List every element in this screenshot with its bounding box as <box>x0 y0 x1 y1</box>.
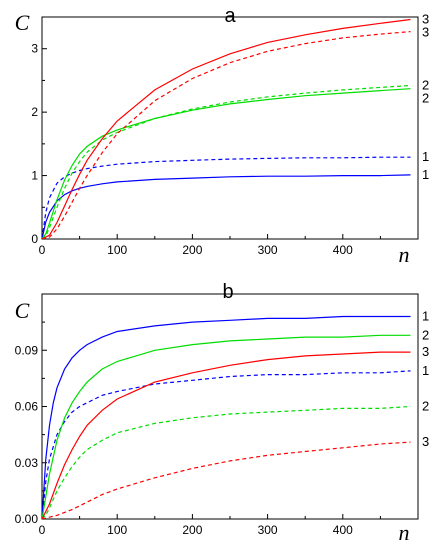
panel-a-x-tick-label: 100 <box>107 243 127 257</box>
panel-a-y-tick-label: 3 <box>31 42 38 56</box>
panel-a-curve-label-1-solid: 1 <box>422 167 429 182</box>
panel-b-curve-label-2-dashed: 2 <box>422 399 429 414</box>
panel-b-curve-label-1-dashed: 1 <box>422 363 429 378</box>
panel-b-x-tick-label: 100 <box>107 523 127 537</box>
panel-a-series-3-solid <box>42 18 411 239</box>
panel-b-curve-label-1-solid: 1 <box>422 309 429 324</box>
panel-b-panel-label: b <box>222 281 233 303</box>
panel-a-y-tick-label: 0 <box>31 232 38 246</box>
panel-a-series-1-dashed <box>42 156 411 239</box>
panel-b-chart: 0 100 200 300 400 0.00 0.03 0.06 0.09 b Cn 1 2 3 1 2 3 <box>15 281 430 545</box>
panel-a-plot-frame <box>41 16 419 240</box>
panel-b-x-tick-label: 0 <box>39 523 46 537</box>
panel-b-y-axis-label: C <box>15 298 30 323</box>
panel-a-curve-label-2-dashed: 2 <box>422 78 429 93</box>
panel-a-x-tick-label: 200 <box>182 243 202 257</box>
panel-a-x-tick-label: 300 <box>258 243 278 257</box>
panel-b-x-axis-label: n <box>399 520 410 545</box>
panel-b-y-tick-label: 0.09 <box>15 343 39 357</box>
panel-b-series-3-solid <box>42 351 411 519</box>
panel-b-x-tick-label: 200 <box>182 523 202 537</box>
panel-a-y-tick-label: 2 <box>31 105 38 119</box>
panel-b-series-2-solid <box>42 334 411 519</box>
panel-b-curve-label-3-dashed: 3 <box>422 434 429 449</box>
panel-a-x-tick-label: 400 <box>333 243 353 257</box>
panel-a-series-2-solid <box>42 88 411 239</box>
panel-a-x-axis-label: n <box>399 242 410 267</box>
panel-b-y-tick-label: 0.06 <box>15 400 39 414</box>
panel-a-panel-label: a <box>224 5 236 27</box>
panel-a-series-1-solid <box>42 174 411 239</box>
panel-a-x-tick-label: 0 <box>39 243 46 257</box>
panel-b-plot-frame <box>41 293 419 520</box>
panel-a-y-tick-label: 1 <box>31 169 38 183</box>
panel-b-series-1-solid <box>42 315 411 519</box>
panel-b-x-tick-label: 400 <box>333 523 353 537</box>
panel-b-series-2-dashed <box>42 405 411 519</box>
panel-b-curve-label-3-solid: 3 <box>422 344 429 359</box>
panel-b-y-tick-label: 0.03 <box>15 456 39 470</box>
panel-a-y-axis-label: C <box>15 10 30 35</box>
panel-a-curve-label-3-solid: 3 <box>422 12 429 27</box>
panel-a-series-2-dashed <box>42 84 411 239</box>
panel-a-curve-label-1-dashed: 1 <box>422 149 429 164</box>
panel-b-series-3-dashed <box>42 441 411 519</box>
panel-b-x-tick-label: 300 <box>258 523 278 537</box>
panel-a-curve-label-3-dashed: 3 <box>422 25 429 40</box>
panel-a-curve-label-2-solid: 2 <box>422 91 429 106</box>
panel-a-series-3-dashed <box>42 31 411 239</box>
panel-b-y-tick-label: 0.00 <box>15 512 39 526</box>
panel-b-curve-label-2-solid: 2 <box>422 327 429 342</box>
panel-b-series-1-dashed <box>42 370 411 519</box>
